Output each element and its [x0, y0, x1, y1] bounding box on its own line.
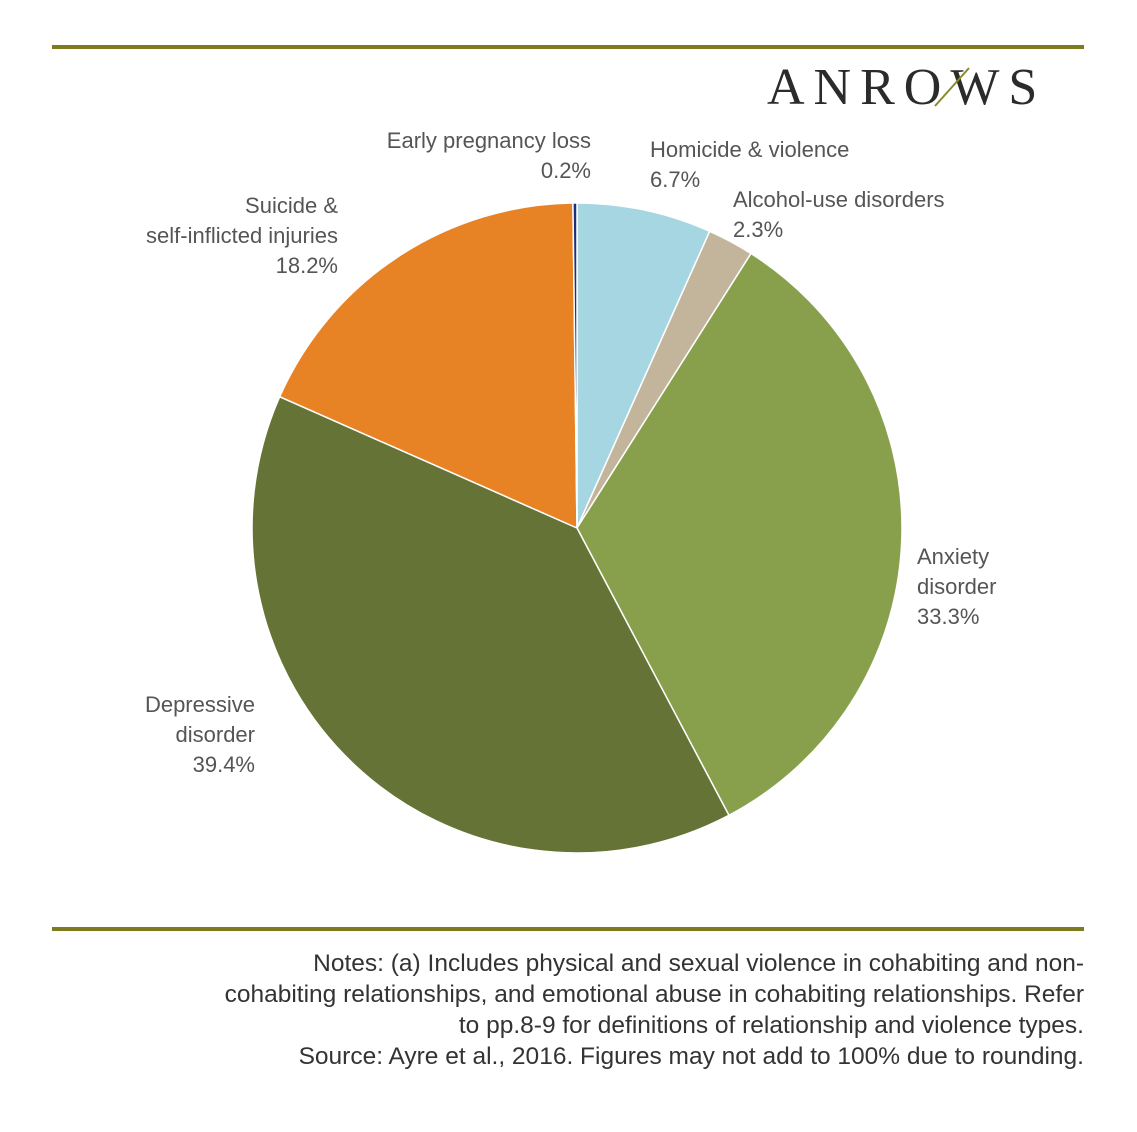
slice-value: 0.2%	[541, 158, 591, 183]
slice-name: Anxiety	[917, 544, 989, 569]
slice-value: 2.3%	[733, 217, 783, 242]
slice-name: Alcohol-use disorders	[733, 187, 945, 212]
pie-slice-anxiety-disorder	[576, 252, 903, 817]
slice-label: Early pregnancy loss 0.2%	[387, 128, 591, 183]
pie-slice-homicide-violence	[576, 202, 711, 529]
logo-accent-slash	[934, 67, 970, 107]
slice-name: Homicide & violence	[650, 137, 849, 162]
slice-label: Suicide & self-inflicted injuries 18.2%	[146, 193, 338, 278]
source-line: Source: Ayre et al., 2016. Figures may n…	[298, 1043, 1084, 1070]
anrows-logo-wordmark: ANROWS	[767, 60, 1046, 110]
notes-block: Notes: (a) Includes physical and sexual …	[24, 948, 1084, 1072]
slice-name: self-inflicted injuries	[146, 223, 338, 248]
bottom-rule	[52, 927, 1084, 931]
slice-value: 6.7%	[650, 167, 700, 192]
notes-line: Notes: (a) Includes physical and sexual …	[313, 950, 1084, 977]
slice-label: Depressive disorder 39.4%	[145, 692, 255, 777]
slice-value: 33.3%	[917, 604, 979, 629]
slice-name: Suicide &	[245, 193, 338, 218]
logo-text: ANROWS	[767, 60, 1046, 110]
slice-label: Anxiety disorder 33.3%	[917, 544, 996, 629]
slice-value: 18.2%	[276, 253, 338, 278]
pie-slice-early-pregnancy-loss	[572, 202, 578, 529]
top-rule	[52, 45, 1084, 49]
slice-name: Early pregnancy loss	[387, 128, 591, 153]
slice-name: disorder	[917, 574, 996, 599]
notes-line: cohabiting relationships, and emotional …	[224, 981, 1084, 1008]
pie-slice-suicide-self-inflicted-injuries	[278, 202, 578, 530]
slice-label: Homicide & violence 6.7%	[650, 137, 849, 192]
slice-label: Alcohol-use disorders 2.3%	[733, 187, 945, 242]
slice-value: 39.4%	[193, 752, 255, 777]
pie-slices	[251, 202, 903, 854]
slice-name: disorder	[176, 722, 255, 747]
anrows-logo: ANROWS	[767, 60, 1077, 110]
notes-line: to pp.8-9 for definitions of relationshi…	[458, 1012, 1084, 1039]
pie-labels: Homicide & violence 6.7% Alcohol-use disor…	[145, 128, 997, 777]
slice-name: Depressive	[145, 692, 255, 717]
pie-slice-depressive-disorder	[251, 395, 730, 854]
